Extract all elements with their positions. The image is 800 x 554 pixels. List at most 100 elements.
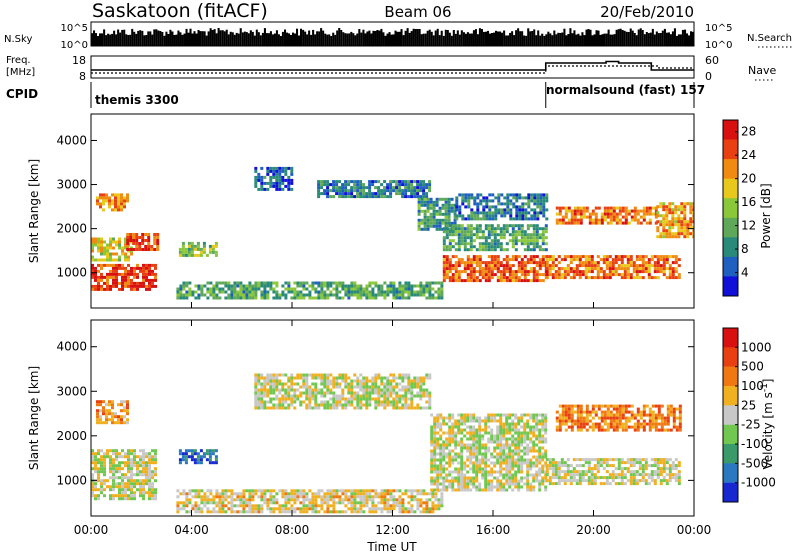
heatmap-cell [96, 400, 99, 404]
heatmap-cell [417, 200, 421, 204]
heatmap-cell [520, 273, 524, 277]
nsky-bar [217, 28, 220, 46]
heatmap-cell [293, 293, 297, 297]
heatmap-cell [539, 196, 543, 200]
heatmap-cell [281, 394, 285, 398]
heatmap-cell [218, 510, 222, 514]
heatmap-cell [94, 240, 97, 244]
nsky-bar [314, 34, 317, 46]
heatmap-cell [341, 287, 345, 291]
heatmap-cell [448, 479, 452, 483]
heatmap-cell [517, 428, 521, 432]
heatmap-cell [686, 220, 690, 224]
heatmap-cell [404, 394, 408, 398]
heatmap-cell [335, 284, 339, 288]
heatmap-cell [426, 206, 430, 210]
heatmap-cell [335, 287, 339, 291]
heatmap-cell [389, 281, 393, 285]
heatmap-cell [410, 192, 414, 196]
heatmap-cell [281, 181, 285, 185]
heatmap-cell [499, 485, 503, 489]
heatmap-cell [230, 296, 234, 300]
heatmap-cell [130, 491, 133, 495]
heatmap-cell [505, 428, 509, 432]
heatmap-cell [620, 276, 624, 280]
nsky-bar [513, 35, 516, 46]
nsky-bar [107, 33, 110, 46]
heatmap-cell [106, 272, 109, 276]
heatmap-cell [127, 272, 130, 276]
heatmap-cell [487, 248, 491, 252]
heatmap-cell [320, 388, 324, 392]
heatmap-cell [208, 455, 212, 459]
heatmap-cell [557, 461, 561, 465]
heatmap-cell [341, 192, 345, 196]
heatmap-cell [115, 240, 118, 244]
heatmap-cell [299, 391, 303, 395]
heatmap-cell [154, 494, 157, 498]
heatmap-cell [266, 373, 270, 377]
heatmap-cell [416, 290, 420, 294]
nsearch-label: N.Search [747, 33, 792, 44]
heatmap-cell [344, 504, 348, 508]
heatmap-cell [199, 449, 203, 453]
heatmap-cell [314, 287, 318, 291]
heatmap-cell [520, 455, 524, 459]
heatmap-cell [257, 379, 261, 383]
heatmap-cell [263, 403, 267, 407]
heatmap-cell [377, 192, 381, 196]
heatmap-cell [199, 461, 203, 465]
heatmap-cell [290, 376, 294, 380]
heatmap-cell [401, 397, 405, 401]
heatmap-cell [154, 452, 157, 456]
heatmap-cell [454, 476, 458, 480]
heatmap-cell [275, 169, 279, 173]
heatmap-cell [371, 296, 375, 300]
heatmap-cell [481, 276, 485, 280]
heatmap-cell [484, 485, 488, 489]
heatmap-cell [118, 255, 121, 259]
heatmap-cell [454, 227, 458, 231]
nsky-bar [677, 34, 680, 46]
heatmap-cell [417, 212, 421, 216]
heatmap-cell [374, 192, 378, 196]
heatmap-cell [493, 416, 497, 420]
heatmap-cell [475, 458, 479, 462]
nsky-bar [157, 30, 160, 46]
heatmap-cell [139, 461, 142, 465]
nsky-bar [213, 29, 216, 46]
heatmap-cell [335, 400, 339, 404]
heatmap-cell [145, 467, 148, 471]
heatmap-cell [380, 391, 384, 395]
heatmap-cell [392, 403, 396, 407]
heatmap-cell [422, 510, 426, 514]
heatmap-cell [662, 255, 666, 259]
heatmap-cell [526, 233, 530, 237]
heatmap-cell [120, 202, 123, 206]
nsky-bar [525, 35, 528, 46]
heatmap-cell [344, 495, 348, 499]
heatmap-cell [326, 186, 330, 190]
nsky-bar [281, 31, 284, 46]
heatmap-cell [208, 452, 212, 456]
heatmap-cell [441, 197, 445, 201]
heatmap-cell [242, 287, 246, 291]
heatmap-cell [329, 290, 333, 294]
heatmap-cell [478, 267, 482, 271]
heatmap-cell [442, 270, 446, 274]
heatmap-cell [145, 479, 148, 483]
heatmap-cell [476, 202, 480, 206]
heatmap-cell [214, 455, 218, 459]
heatmap-cell [299, 296, 303, 300]
heatmap-cell [611, 264, 615, 268]
heatmap-cell [505, 473, 509, 477]
heatmap-cell [305, 492, 309, 496]
heatmap-cell [493, 455, 497, 459]
nsky-bar [589, 29, 592, 46]
nsky-bottom: 10^0 [61, 40, 88, 51]
heatmap-cell [332, 379, 336, 383]
nsky-bar [659, 33, 662, 46]
heatmap-cell [544, 473, 548, 477]
heatmap-cell [190, 253, 194, 257]
heatmap-cell [499, 227, 503, 231]
